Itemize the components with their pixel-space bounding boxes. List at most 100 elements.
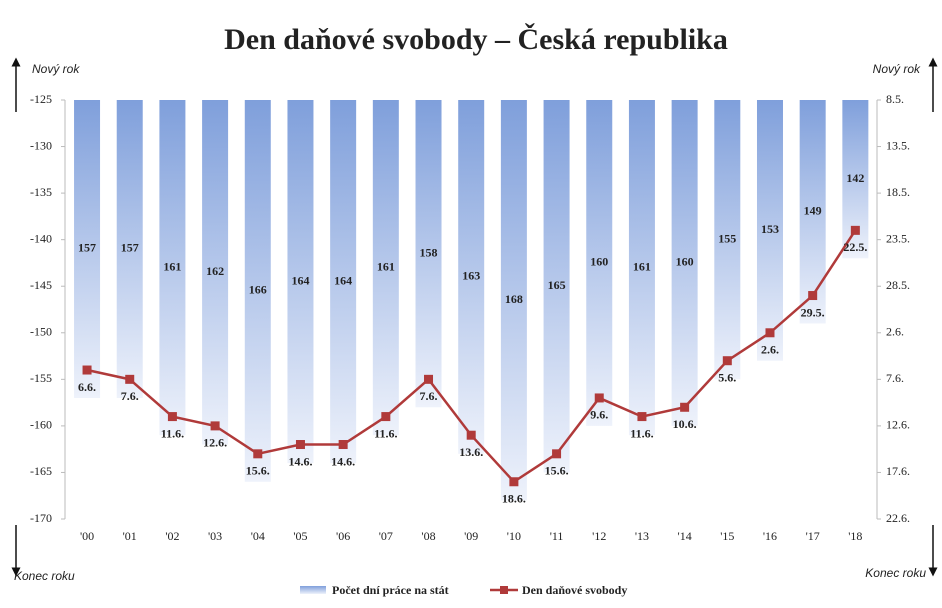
x-tick-label: '06 bbox=[336, 529, 350, 543]
line-marker bbox=[722, 356, 732, 366]
bar-label: 163 bbox=[462, 269, 480, 283]
legend-swatch bbox=[300, 586, 326, 594]
line-label: 15.6. bbox=[246, 464, 270, 478]
x-tick-label: '11 bbox=[550, 529, 564, 543]
bar bbox=[330, 100, 357, 464]
line-label: 11.6. bbox=[374, 426, 397, 440]
bar-label: 164 bbox=[334, 273, 352, 287]
chart-title: Den daňové svobody – Česká republika bbox=[224, 23, 728, 56]
y-tick-label: -145 bbox=[30, 278, 52, 292]
y2-tick-label: 8.5. bbox=[886, 92, 904, 106]
line-label: 29.5. bbox=[801, 305, 825, 319]
bar bbox=[671, 100, 698, 426]
bar bbox=[756, 100, 783, 361]
y2-tick-label: 22.6. bbox=[886, 511, 910, 525]
bar bbox=[543, 100, 570, 473]
x-tick-label: '17 bbox=[806, 529, 820, 543]
line-marker bbox=[808, 291, 818, 301]
line-marker bbox=[850, 225, 860, 235]
y-tick-label: -130 bbox=[30, 138, 52, 152]
x-tick-label: '07 bbox=[379, 529, 393, 543]
bar bbox=[287, 100, 314, 464]
line-marker bbox=[253, 449, 263, 459]
x-tick-label: '09 bbox=[464, 529, 478, 543]
y-tick-label: -160 bbox=[30, 418, 52, 432]
bar bbox=[415, 100, 442, 408]
line-label: 2.6. bbox=[761, 343, 779, 357]
line-marker bbox=[552, 449, 562, 459]
bar-label: 149 bbox=[804, 203, 822, 217]
top-label-right: Nový rok bbox=[873, 62, 921, 76]
line-marker bbox=[381, 412, 391, 422]
y-tick-label: -135 bbox=[30, 185, 52, 199]
bar-label: 162 bbox=[206, 264, 224, 278]
line-label: 7.6. bbox=[420, 389, 438, 403]
bar bbox=[799, 100, 826, 324]
line-label: 10.6. bbox=[673, 417, 697, 431]
bar-label: 164 bbox=[291, 273, 309, 287]
line-marker bbox=[167, 412, 177, 422]
bar bbox=[202, 100, 229, 445]
y2-tick-label: 18.5. bbox=[886, 185, 910, 199]
bar-label: 155 bbox=[718, 231, 736, 245]
line-marker bbox=[466, 430, 476, 440]
bar-label: 153 bbox=[761, 222, 779, 236]
y2-tick-label: 13.5. bbox=[886, 138, 910, 152]
line-label: 15.6. bbox=[545, 464, 569, 478]
y2-tick-label: 12.6. bbox=[886, 418, 910, 432]
bar-label: 166 bbox=[249, 283, 267, 297]
bar bbox=[500, 100, 527, 501]
line-marker bbox=[509, 477, 519, 487]
bar-label: 161 bbox=[163, 259, 181, 273]
legend-label: Počet dní práce na stát bbox=[332, 583, 449, 597]
line-label: 11.6. bbox=[630, 426, 653, 440]
y2-tick-label: 17.6. bbox=[886, 464, 910, 478]
line-label: 9.6. bbox=[590, 408, 608, 422]
y-tick-label: -150 bbox=[30, 325, 52, 339]
y-tick-label: -165 bbox=[30, 464, 52, 478]
top-label-left: Nový rok bbox=[32, 62, 80, 76]
bar bbox=[628, 100, 655, 436]
bar bbox=[714, 100, 741, 380]
line-marker bbox=[765, 328, 775, 338]
bar-label: 142 bbox=[846, 171, 864, 185]
bottom-label-left: Konec roku bbox=[14, 569, 75, 583]
line-marker bbox=[594, 393, 604, 403]
x-tick-label: '02 bbox=[165, 529, 179, 543]
line-label: 13.6. bbox=[459, 445, 483, 459]
x-tick-label: '03 bbox=[208, 529, 222, 543]
legend-swatch bbox=[500, 586, 508, 594]
x-tick-label: '15 bbox=[720, 529, 734, 543]
line-marker bbox=[210, 421, 220, 431]
line-label: 22.5. bbox=[843, 240, 867, 254]
x-tick-label: '05 bbox=[293, 529, 307, 543]
line-label: 5.6. bbox=[718, 370, 736, 384]
x-tick-label: '16 bbox=[763, 529, 777, 543]
bar-label: 160 bbox=[676, 255, 694, 269]
y2-tick-label: 28.5. bbox=[886, 278, 910, 292]
y2-tick-label: 23.5. bbox=[886, 231, 910, 245]
y2-tick-label: 7.6. bbox=[886, 371, 904, 385]
line-marker bbox=[82, 365, 92, 375]
bar bbox=[159, 100, 186, 436]
line-label: 12.6. bbox=[203, 436, 227, 450]
bar bbox=[116, 100, 143, 398]
bar bbox=[372, 100, 399, 436]
y-tick-label: -140 bbox=[30, 231, 52, 245]
x-tick-label: '10 bbox=[507, 529, 521, 543]
bar bbox=[74, 100, 101, 398]
line-label: 6.6. bbox=[78, 380, 96, 394]
line-marker bbox=[338, 440, 348, 450]
x-tick-label: '08 bbox=[421, 529, 435, 543]
legend-label: Den daňové svobody bbox=[522, 583, 627, 597]
y-tick-label: -170 bbox=[30, 511, 52, 525]
bar bbox=[586, 100, 613, 426]
x-tick-label: '14 bbox=[678, 529, 692, 543]
x-tick-label: '01 bbox=[123, 529, 137, 543]
line-marker bbox=[637, 412, 647, 422]
line-label: 14.6. bbox=[288, 454, 312, 468]
line-label: 11.6. bbox=[161, 426, 184, 440]
x-tick-label: '12 bbox=[592, 529, 606, 543]
bar-label: 157 bbox=[121, 241, 139, 255]
